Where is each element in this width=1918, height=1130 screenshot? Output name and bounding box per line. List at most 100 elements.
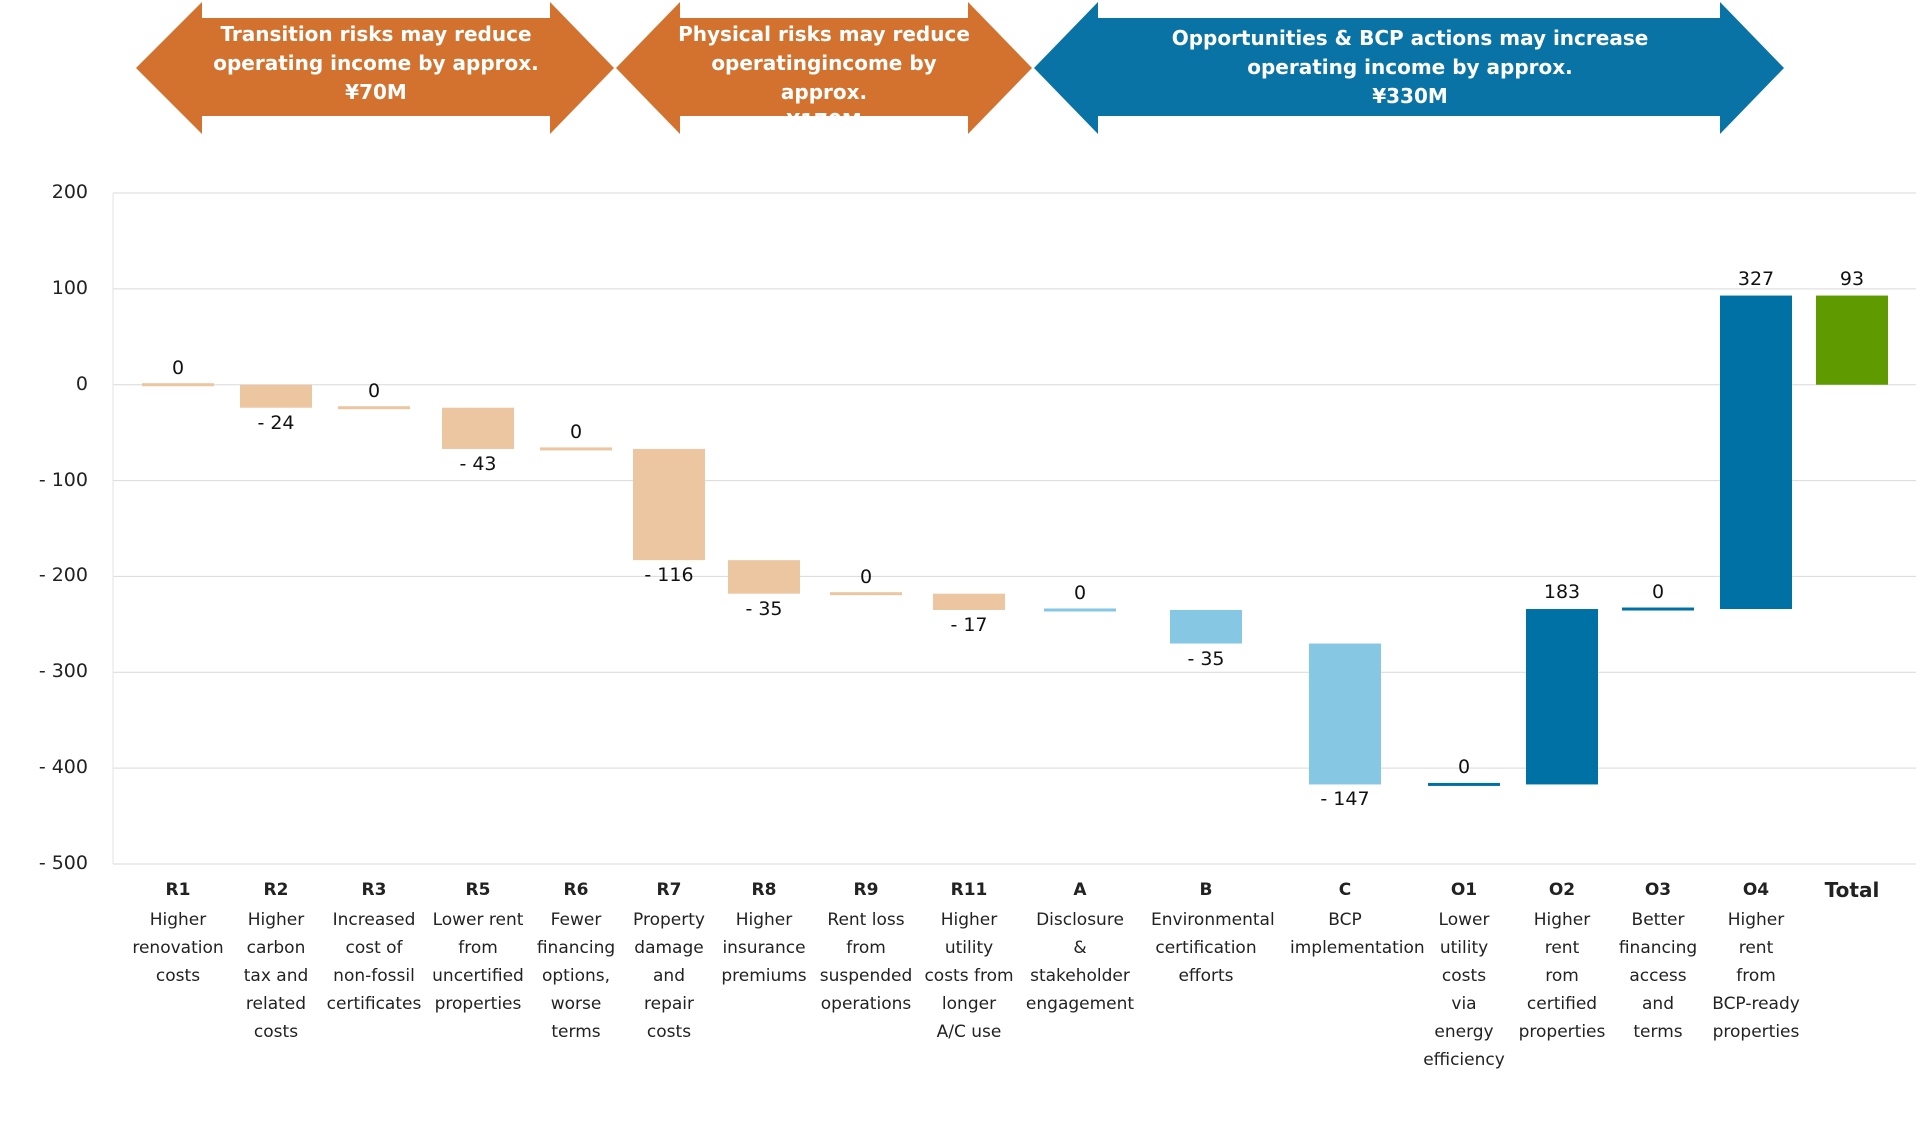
- category-desc-line: certified: [1526, 994, 1598, 1014]
- banner-opportunities-line-1: Opportunities & BCP actions may increase: [1171, 26, 1649, 50]
- category-desc-line: utility: [944, 938, 994, 958]
- category-label-r6: R6 Fewer financing options, worse terms: [521, 876, 631, 1046]
- category-code: R1: [165, 880, 191, 900]
- category-desc-line: terms: [551, 1022, 601, 1042]
- data-label-a: 0: [1073, 581, 1087, 604]
- category-code: R11: [950, 880, 988, 900]
- category-desc-line: suspended: [819, 966, 913, 986]
- category-desc-line: access: [1629, 966, 1687, 986]
- category-desc-line: non-fossil: [333, 966, 415, 986]
- data-label-o3: 0: [1651, 581, 1665, 604]
- bar-o4: [1720, 295, 1792, 610]
- banner-arrow-transition: [136, 2, 614, 134]
- category-desc-line: repair: [644, 994, 694, 1014]
- category-desc-line: from: [458, 938, 498, 958]
- category-desc-line: Higher: [1533, 910, 1591, 930]
- category-desc-line: costs: [155, 966, 201, 986]
- y-tick-label: 200: [51, 181, 88, 203]
- category-code: B: [1199, 880, 1213, 900]
- y-tick-label: - 500: [38, 852, 88, 874]
- data-label-o4: 327: [1737, 267, 1775, 290]
- data-label-r11: - 17: [950, 613, 988, 636]
- category-label-r3: R3 Increased cost of non-fossil certificates: [319, 876, 429, 1018]
- banner-label-transition: Transition risks may reduce operating in…: [200, 20, 552, 107]
- banner-physical-line-1: Physical risks may reduce: [678, 22, 970, 46]
- category-desc-line: efficiency: [1423, 1050, 1505, 1070]
- category-desc-line: costs: [1441, 966, 1487, 986]
- category-code: C: [1338, 880, 1352, 900]
- data-label-b: - 35: [1187, 647, 1225, 670]
- banner-opportunities-line-3: ¥330M: [1372, 84, 1448, 108]
- y-tick-label: - 300: [38, 660, 88, 683]
- category-code: R9: [853, 880, 879, 900]
- category-desc-line: premiums: [721, 966, 807, 986]
- category-desc-line: from: [1736, 966, 1776, 986]
- category-desc-line: uncertified: [432, 966, 524, 986]
- category-code: O2: [1548, 880, 1576, 900]
- category-desc-line: rent: [1544, 938, 1580, 958]
- category-desc-line: energy: [1434, 1022, 1494, 1042]
- banner-label-physical: Physical risks may reduce operatingincom…: [668, 20, 980, 136]
- category-desc-line: Higher: [149, 910, 207, 930]
- bar-total: [1816, 295, 1888, 385]
- category-desc-line: Property: [633, 910, 705, 930]
- category-desc-line: rent: [1738, 938, 1774, 958]
- category-desc-line: A/C use: [936, 1022, 1002, 1042]
- category-desc-line: Lower rent: [432, 910, 524, 930]
- category-label-total: Total: [1797, 876, 1907, 906]
- category-desc-line: costs: [253, 1022, 299, 1042]
- y-tick-label: - 400: [38, 756, 88, 779]
- category-desc-line: longer: [941, 994, 997, 1014]
- bar-r1: [142, 383, 214, 387]
- category-desc-line: engagement: [1025, 994, 1135, 1014]
- category-desc-line: Higher: [940, 910, 998, 930]
- category-label-r7: R7 Property damage and repair costs: [614, 876, 724, 1046]
- bar-r3: [338, 406, 410, 410]
- bar-b: [1170, 609, 1242, 644]
- category-desc-line: options,: [541, 966, 611, 986]
- category-desc-line: stakeholder: [1030, 966, 1130, 986]
- category-desc-line: damage: [634, 938, 704, 958]
- category-desc-line: insurance: [722, 938, 806, 958]
- data-label-o1: 0: [1457, 756, 1471, 779]
- category-label-o1: O1 Lower utility costs via energy efficiency: [1409, 876, 1519, 1074]
- category-desc-line: Higher: [1727, 910, 1785, 930]
- category-label-r5: R5 Lower rent from uncertified properties: [423, 876, 533, 1018]
- chart-grid: [112, 192, 1916, 865]
- category-desc-line: Rent loss: [827, 910, 905, 930]
- category-desc-line: worse: [550, 994, 602, 1014]
- bar-o3: [1622, 607, 1694, 611]
- y-tick-label: - 200: [38, 564, 88, 587]
- category-desc-line: implementation: [1290, 938, 1425, 958]
- y-tick-label: - 100: [38, 468, 88, 491]
- category-label-o2: O2 Higher rent rom certified properties: [1507, 876, 1617, 1046]
- category-desc-line: BCP: [1328, 910, 1362, 930]
- data-label-o2: 183: [1543, 581, 1581, 604]
- data-label-total: 93: [1839, 267, 1865, 290]
- category-desc-line: Better: [1631, 910, 1685, 930]
- category-label-o4: O4 Higher rent from BCP-ready properties: [1701, 876, 1811, 1046]
- category-desc-line: operations: [820, 994, 912, 1014]
- bar-r7: [633, 448, 705, 561]
- data-label-r7: - 116: [644, 564, 694, 587]
- category-code: O1: [1450, 880, 1478, 900]
- category-desc-line: costs from: [924, 966, 1014, 986]
- category-desc-line: &: [1073, 938, 1087, 958]
- category-desc-line: certificates: [326, 994, 422, 1014]
- banner-opportunities-line-2: operating income by approx.: [1247, 55, 1573, 79]
- category-code: O4: [1742, 880, 1770, 900]
- data-label-r8: - 35: [745, 597, 783, 620]
- bar-o2: [1526, 609, 1598, 785]
- category-code: R5: [465, 880, 491, 900]
- category-label-r2: R2 Higher carbon tax and related costs: [221, 876, 331, 1046]
- category-label-r1: R1 Higher renovation costs: [123, 876, 233, 990]
- banner-transition-line-3: ¥70M: [345, 80, 407, 104]
- category-desc-line: Higher: [247, 910, 305, 930]
- category-desc-line: properties: [434, 994, 522, 1014]
- bar-r9: [830, 592, 902, 596]
- category-desc-line: costs: [646, 1022, 692, 1042]
- category-code: R8: [751, 880, 777, 900]
- category-label-o3: O3 Better financing access and terms: [1603, 876, 1713, 1046]
- category-desc-line: Disclosure: [1036, 910, 1124, 930]
- category-desc-line: Increased: [332, 910, 416, 930]
